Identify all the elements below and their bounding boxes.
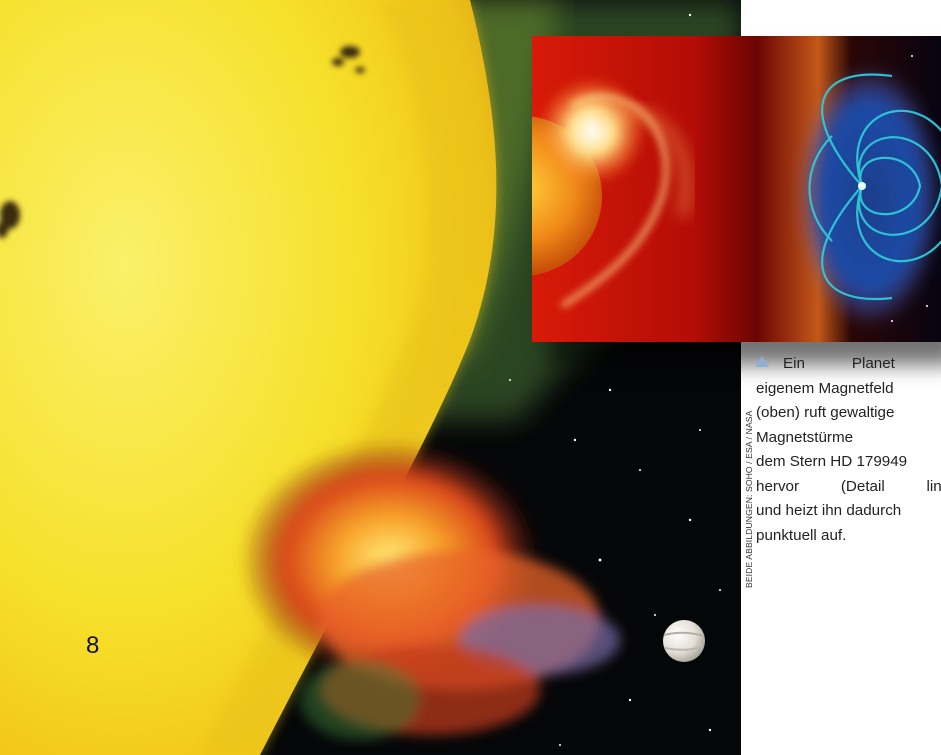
caption-word: (Detail — [840, 477, 885, 495]
caption-line-3: (oben) ruft gewaltige — [756, 404, 895, 421]
caption-word: Magnetstürme — [756, 428, 854, 446]
caption-line-4: Magnetstürme auf — [756, 426, 941, 451]
caption-word: Ein — [783, 355, 805, 372]
caption-word: Planet — [851, 355, 895, 372]
magnetosphere-inset-photo — [532, 36, 941, 342]
caption-line-1: Ein Planet mit — [755, 352, 941, 377]
image-credit: BEIDE ABBILDUNGEN: SOHO / ESA / NASA — [744, 410, 754, 588]
figure-caption: Ein Planet mit eigenem Magnetfeld (oben)… — [755, 352, 941, 548]
caption-line-5: dem Stern HD 179949 — [756, 453, 908, 470]
caption-marker-icon — [755, 356, 769, 367]
caption-word: hervor — [756, 477, 800, 495]
caption-first-word-group: Ein — [755, 352, 805, 377]
caption-line-8: punktuell auf. — [756, 526, 847, 544]
caption-line-6: hervor (Detail links) — [756, 475, 941, 500]
caption-word: links) — [926, 477, 941, 495]
page-number: 8 — [86, 632, 100, 659]
caption-line-2: eigenem Magnetfeld — [756, 379, 894, 397]
caption-line-7: und heizt ihn dadurch — [756, 502, 902, 519]
